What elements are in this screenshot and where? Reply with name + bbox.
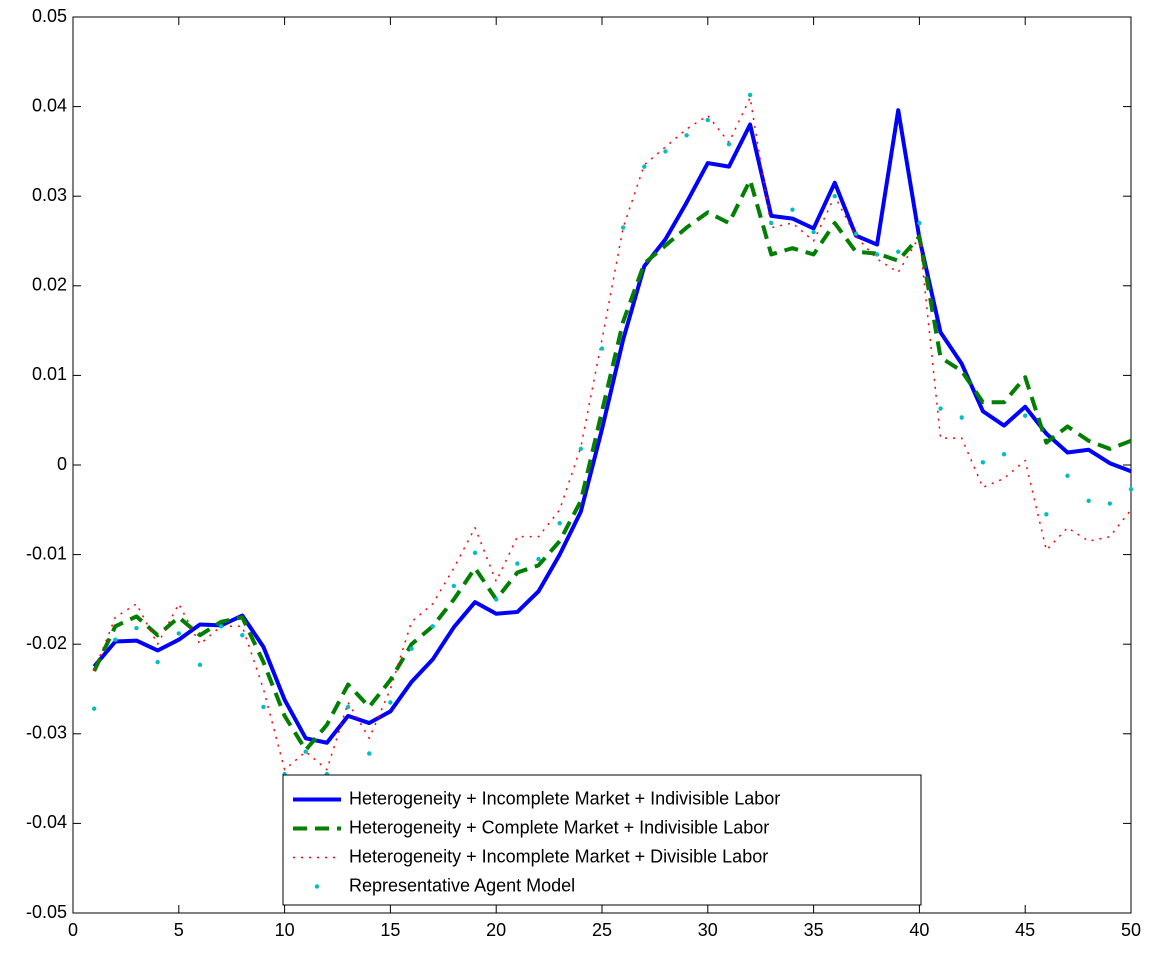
y-tick-label: -0.04 bbox=[26, 812, 67, 832]
data-point bbox=[409, 646, 414, 651]
y-tick-label: 0.03 bbox=[32, 185, 67, 205]
data-point bbox=[832, 194, 837, 199]
data-point bbox=[578, 446, 584, 452]
data-point bbox=[430, 624, 435, 629]
data-point bbox=[345, 704, 351, 710]
data-point bbox=[663, 149, 668, 154]
data-point bbox=[451, 583, 457, 589]
data-point bbox=[853, 231, 859, 237]
data-point bbox=[240, 633, 245, 638]
data-point bbox=[917, 220, 922, 226]
data-point bbox=[197, 662, 203, 668]
y-tick-label: 0.02 bbox=[32, 275, 67, 295]
data-point bbox=[1022, 413, 1028, 418]
legend-swatch bbox=[314, 884, 320, 889]
data-point bbox=[959, 415, 964, 420]
data-point bbox=[769, 220, 774, 226]
x-tick-label: 50 bbox=[1121, 920, 1141, 940]
x-tick-label: 35 bbox=[804, 920, 824, 940]
x-tick-label: 45 bbox=[1015, 920, 1035, 940]
data-point bbox=[1065, 473, 1070, 478]
x-tick-label: 5 bbox=[174, 920, 184, 940]
data-point bbox=[874, 252, 880, 257]
y-tick-label: 0.04 bbox=[32, 95, 67, 115]
data-point bbox=[176, 631, 181, 636]
data-point bbox=[388, 700, 393, 705]
data-point bbox=[726, 142, 732, 147]
y-tick-label: 0.01 bbox=[32, 364, 67, 384]
x-tick-label: 25 bbox=[592, 920, 612, 940]
data-point bbox=[218, 624, 224, 629]
data-point bbox=[620, 225, 626, 230]
data-point bbox=[811, 229, 816, 235]
data-point bbox=[980, 460, 986, 465]
series-line bbox=[92, 108, 1132, 745]
x-tick-label: 20 bbox=[486, 920, 506, 940]
legend-box bbox=[282, 774, 922, 906]
x-tick-label: 0 bbox=[68, 920, 78, 940]
data-point bbox=[367, 751, 372, 756]
x-tick-label: 30 bbox=[698, 920, 718, 940]
y-tick-label: 0.05 bbox=[32, 6, 67, 26]
y-tick-label: -0.01 bbox=[26, 543, 67, 563]
data-point bbox=[1128, 486, 1134, 492]
data-point bbox=[896, 249, 901, 254]
legend-label: Representative Agent Model bbox=[349, 875, 575, 895]
y-tick-label: 0 bbox=[57, 454, 67, 474]
data-point bbox=[1001, 452, 1007, 457]
legend-label: Heterogeneity + Incomplete Market + Indi… bbox=[349, 788, 780, 808]
plot-frame bbox=[72, 16, 1132, 914]
legend-label: Heterogeneity + Complete Market + Indivi… bbox=[349, 817, 769, 837]
data-point bbox=[747, 92, 753, 98]
x-tick-label: 15 bbox=[380, 920, 400, 940]
data-point bbox=[557, 521, 562, 526]
data-point bbox=[113, 637, 118, 642]
data-point bbox=[134, 625, 139, 631]
data-point bbox=[515, 561, 520, 566]
x-tick-label: 10 bbox=[275, 920, 295, 940]
data-point bbox=[536, 556, 541, 562]
data-point bbox=[684, 133, 689, 138]
data-point bbox=[938, 406, 943, 411]
data-point bbox=[303, 749, 308, 754]
data-point bbox=[599, 346, 605, 351]
data-point bbox=[494, 597, 499, 602]
y-tick-label: -0.02 bbox=[26, 633, 67, 653]
data-point bbox=[1107, 501, 1113, 506]
y-tick-label: -0.03 bbox=[26, 723, 67, 743]
data-point bbox=[91, 706, 97, 711]
data-point bbox=[1086, 498, 1091, 504]
y-tick-label: -0.05 bbox=[26, 902, 67, 922]
data-point bbox=[155, 659, 160, 665]
data-point bbox=[790, 207, 795, 212]
data-point bbox=[1044, 512, 1049, 517]
data-point bbox=[261, 704, 266, 710]
data-point bbox=[472, 550, 478, 556]
data-point bbox=[705, 117, 710, 123]
legend-label: Heterogeneity + Incomplete Market + Divi… bbox=[349, 846, 768, 866]
data-point bbox=[642, 164, 647, 169]
x-tick-label: 40 bbox=[909, 920, 929, 940]
